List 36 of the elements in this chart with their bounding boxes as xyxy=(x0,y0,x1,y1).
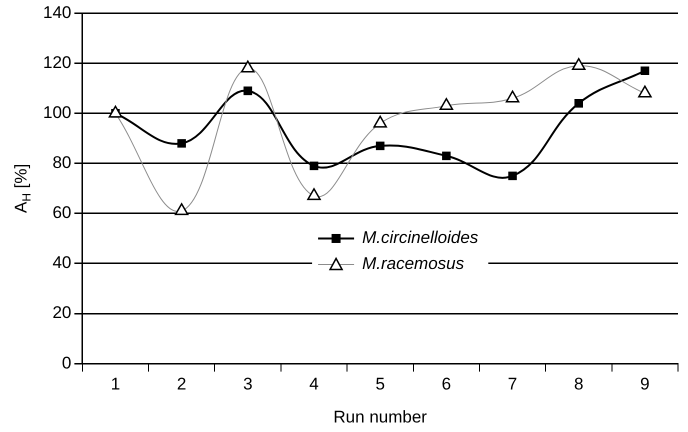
point xyxy=(373,116,387,128)
point xyxy=(574,99,584,108)
point xyxy=(442,152,451,160)
x-tick-label: 9 xyxy=(640,374,650,394)
point xyxy=(244,86,252,96)
point xyxy=(506,90,520,103)
y-tick-label: 60 xyxy=(52,203,72,222)
point xyxy=(638,86,652,98)
x-tick-label: 1 xyxy=(110,374,120,394)
x-axis-title: Run number xyxy=(333,408,428,427)
point xyxy=(508,172,517,180)
legend-label: M.circinelloides xyxy=(362,228,479,248)
x-tick-label: 5 xyxy=(375,374,385,394)
x-tick-label: 7 xyxy=(508,374,518,394)
y-tick-label: 80 xyxy=(52,153,72,172)
point xyxy=(310,162,318,170)
y-tick-label: 40 xyxy=(52,253,72,272)
point xyxy=(241,60,255,73)
y-tick-label: 120 xyxy=(42,52,72,72)
x-tick-label: 3 xyxy=(243,374,253,394)
x-tick-label: 6 xyxy=(442,374,452,394)
point xyxy=(108,106,122,118)
y-axis-title: AH [%] xyxy=(12,164,34,214)
y-tick-label: 140 xyxy=(42,2,72,22)
point xyxy=(640,66,650,76)
y-tick-label: 20 xyxy=(52,303,72,322)
x-tick-label: 2 xyxy=(176,374,186,394)
y-tick-label: 100 xyxy=(42,103,72,122)
legend-label: M.racemosus xyxy=(362,254,465,274)
x-tick-label: 4 xyxy=(309,374,319,394)
point xyxy=(376,142,384,150)
point xyxy=(572,58,586,70)
x-tick-label: 8 xyxy=(574,374,584,394)
y-tick-label: 0 xyxy=(62,353,72,372)
point xyxy=(177,139,186,148)
point xyxy=(440,98,454,110)
